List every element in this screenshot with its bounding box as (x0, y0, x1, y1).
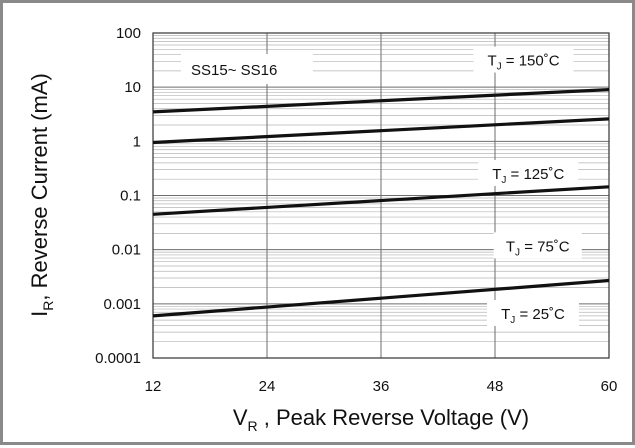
series-line-0 (152, 88, 610, 114)
y-tick-label: 100 (116, 25, 141, 42)
series-label-bg (478, 159, 579, 186)
x-axis-label: VR , Peak Reverse Voltage (V) (233, 405, 529, 434)
series-group (152, 88, 610, 318)
series-label: TJ = 25˚C (501, 306, 565, 326)
series-label-bg (493, 232, 582, 259)
x-tick-label: 24 (259, 378, 276, 395)
plot-border (152, 32, 610, 359)
x-tick-label: 12 (145, 378, 162, 395)
series-label: TJ = 75˚C (506, 238, 570, 258)
annotation-text: SS15~ SS16 (191, 62, 277, 79)
y-tick-label: 1 (133, 133, 141, 150)
annotation-box: SS15~ SS16 (181, 54, 313, 84)
x-tick-label: 60 (601, 378, 618, 395)
series-label-bg (487, 299, 579, 326)
series-label: TJ = 125˚C (492, 166, 564, 186)
y-tick-label: 0.1 (120, 188, 141, 205)
series-line-1 (152, 117, 610, 145)
y-tick-label: 0.01 (112, 242, 141, 259)
series-labels: TJ = 150˚C TJ = 125˚C TJ = 75˚C TJ = 25˚C (473, 46, 582, 326)
x-tick-label: 48 (487, 378, 504, 395)
series-label-bg (473, 46, 574, 73)
y-axis-label: IR, Reverse Current (mA) (27, 73, 56, 317)
y-tick-label: 0.0001 (95, 350, 141, 367)
x-tick-label: 36 (373, 378, 390, 395)
series-line-3 (152, 278, 610, 318)
reverse-current-chart: TJ = 150˚C TJ = 125˚C TJ = 75˚C TJ = 25˚C 1… (27, 25, 617, 434)
series-line-2 (152, 185, 610, 216)
y-tick-label: 0.001 (103, 296, 141, 313)
series-label: TJ = 150˚C (487, 53, 559, 73)
y-tick-label: 10 (124, 79, 141, 96)
